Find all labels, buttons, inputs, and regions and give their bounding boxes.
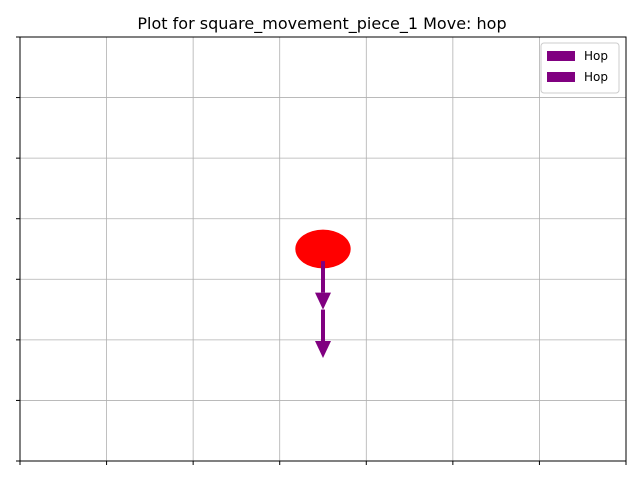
hop-arrow — [315, 309, 331, 359]
legend-swatch — [547, 51, 575, 61]
legend: Hop Hop — [540, 42, 620, 94]
chart-title: Plot for square_movement_piece_1 Move: h… — [137, 14, 506, 34]
legend-label: Hop — [584, 49, 608, 63]
plot-frame — [19, 36, 627, 462]
plot-marks — [295, 229, 351, 359]
hop-arrow — [315, 261, 331, 310]
arrow-head — [315, 341, 331, 359]
piece-marker — [295, 229, 351, 269]
arrow-head — [315, 292, 331, 310]
legend-label: Hop — [584, 70, 608, 84]
axis-ticks — [16, 36, 627, 465]
legend-swatch — [547, 72, 575, 82]
